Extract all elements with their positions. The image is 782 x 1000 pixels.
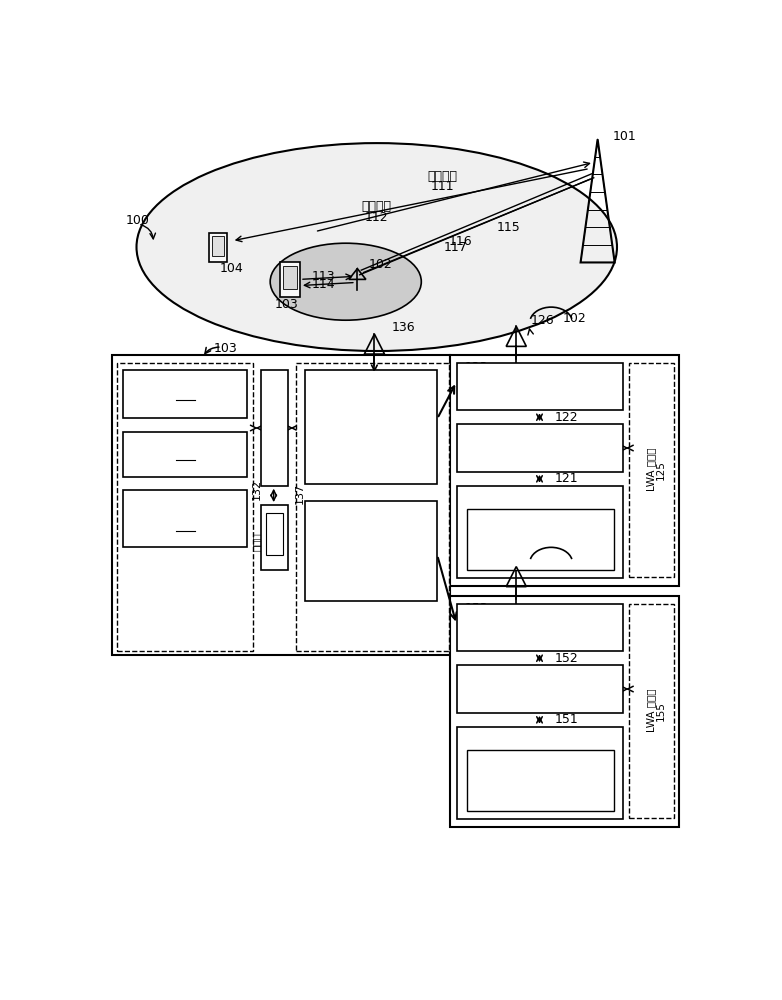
Text: 102: 102 (368, 258, 392, 271)
Text: 151: 151 (555, 713, 579, 726)
Bar (467, 509, 614, 570)
Bar (280, 262, 300, 297)
Text: 116: 116 (449, 235, 472, 248)
Text: 程序: 程序 (531, 532, 550, 547)
Bar (283, 266, 297, 289)
Text: 103: 103 (213, 342, 238, 355)
Text: 137: 137 (295, 483, 305, 504)
Bar (260, 505, 288, 570)
Bar (450, 355, 679, 586)
Bar (457, 665, 623, 713)
Bar (124, 370, 247, 418)
Text: LWA 控制器: LWA 控制器 (646, 448, 656, 491)
Text: 100: 100 (126, 214, 150, 227)
Text: 上行链路: 上行链路 (428, 170, 457, 183)
Text: 154: 154 (465, 726, 489, 739)
Text: 124: 124 (465, 485, 489, 498)
Bar (457, 424, 623, 472)
Ellipse shape (137, 143, 617, 351)
Text: 存储器: 存储器 (526, 737, 553, 752)
Text: 125: 125 (655, 460, 665, 480)
Text: 111: 111 (431, 180, 454, 193)
Text: 收发器-2: 收发器-2 (365, 534, 378, 569)
Bar (629, 363, 673, 577)
Text: 132: 132 (252, 479, 262, 500)
Text: 126: 126 (530, 314, 554, 327)
Bar (124, 490, 247, 547)
Text: 152: 152 (555, 652, 579, 665)
Bar (266, 513, 283, 555)
Text: 收发器: 收发器 (526, 620, 553, 635)
Text: 136: 136 (392, 321, 415, 334)
Bar (457, 604, 623, 651)
Text: 104: 104 (220, 262, 243, 275)
Text: 155: 155 (655, 701, 665, 721)
Bar (260, 370, 288, 486)
Bar (306, 501, 437, 601)
Text: 123: 123 (465, 361, 489, 374)
Text: 138: 138 (276, 548, 286, 569)
Bar (629, 604, 673, 818)
Text: UE终端隧: UE终端隧 (163, 498, 207, 512)
Text: 153: 153 (465, 602, 489, 615)
Text: RF处理器: RF处理器 (269, 411, 278, 445)
Text: 103: 103 (275, 298, 299, 311)
Text: 114: 114 (311, 278, 335, 291)
Bar (117, 363, 253, 651)
Bar (124, 432, 247, 477)
Text: 102: 102 (563, 312, 586, 325)
Text: 程
序: 程 序 (264, 530, 285, 537)
Text: 135: 135 (375, 537, 386, 558)
Text: 122: 122 (555, 411, 579, 424)
Text: 115: 115 (497, 221, 520, 234)
Text: 解封装器: 解封装器 (169, 439, 202, 453)
Bar (296, 363, 449, 651)
Text: 156: 156 (530, 554, 554, 567)
Text: 处理器: 处理器 (526, 682, 553, 697)
Ellipse shape (271, 243, 421, 320)
Text: 193: 193 (174, 523, 197, 536)
Text: 处理器: 处理器 (526, 441, 553, 456)
Text: 117: 117 (444, 241, 468, 254)
Text: 121: 121 (555, 472, 579, 485)
Text: 收发器-1: 收发器-1 (365, 410, 378, 445)
Bar (209, 233, 228, 262)
Text: 101: 101 (563, 552, 586, 565)
Text: LWA 识别器: LWA 识别器 (156, 379, 214, 393)
Text: 存储器: 存储器 (252, 533, 262, 551)
Text: 113: 113 (311, 270, 335, 283)
Bar (457, 363, 623, 410)
Text: 程序: 程序 (531, 773, 550, 788)
Bar (450, 596, 679, 827)
Text: 下行链路: 下行链路 (362, 200, 392, 213)
Text: 191: 191 (174, 392, 197, 405)
Text: 133: 133 (375, 410, 386, 431)
Text: 道创建器: 道创建器 (169, 510, 202, 524)
Bar (457, 486, 623, 578)
Bar (212, 236, 224, 256)
Text: 101: 101 (613, 130, 637, 143)
Bar (306, 370, 437, 484)
Text: 112: 112 (365, 211, 389, 224)
Text: 139: 139 (276, 534, 286, 556)
Text: 收发器: 收发器 (526, 379, 553, 394)
Bar (467, 750, 614, 811)
Bar (112, 355, 450, 655)
Bar (457, 727, 623, 819)
Text: 192: 192 (174, 452, 197, 465)
Text: LWA 控制器: LWA 控制器 (646, 689, 656, 732)
Text: 存储器: 存储器 (526, 496, 553, 511)
